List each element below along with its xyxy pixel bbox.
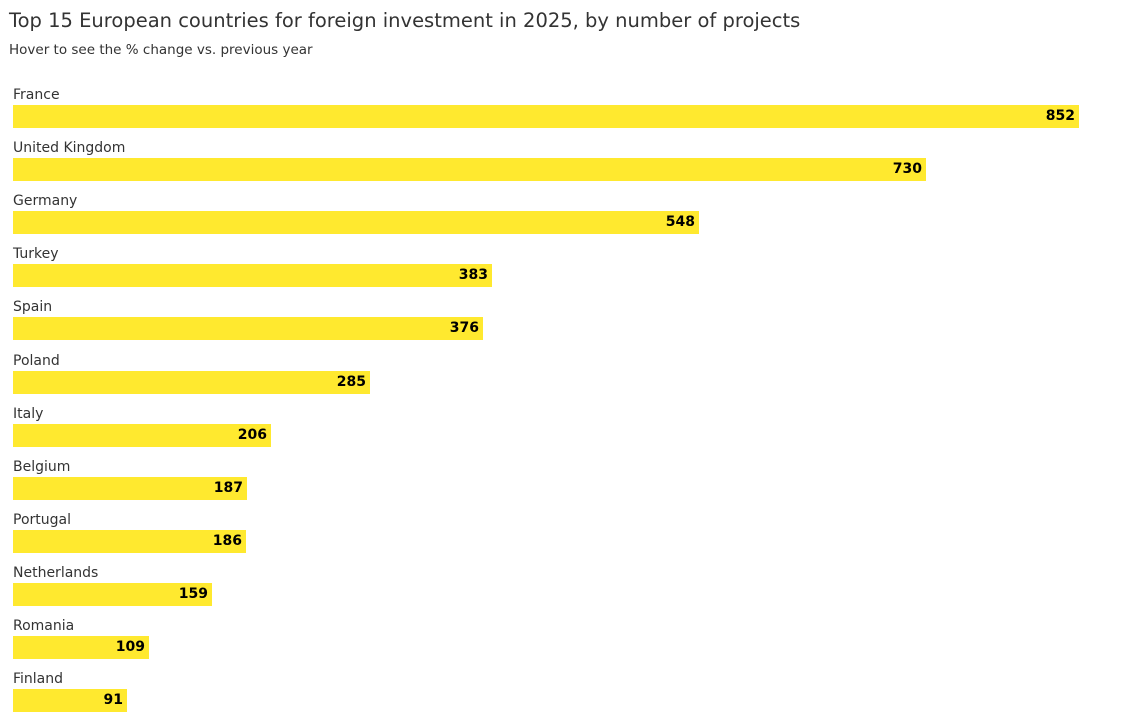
bar[interactable]	[13, 689, 127, 712]
data-label: 109	[115, 639, 145, 655]
data-label: 852	[1045, 108, 1075, 124]
category-label: France	[13, 87, 60, 103]
chart-subtitle: Hover to see the % change vs. previous y…	[9, 42, 313, 58]
category-label: Romania	[13, 618, 75, 634]
data-label: 206	[237, 427, 267, 443]
category-label: Germany	[13, 193, 78, 209]
bar[interactable]	[13, 105, 1079, 128]
category-label: Netherlands	[13, 565, 99, 581]
data-label: 159	[178, 586, 208, 602]
bar[interactable]	[13, 636, 149, 659]
bar[interactable]	[13, 530, 246, 553]
data-label: 730	[892, 161, 922, 177]
data-label: 285	[336, 374, 366, 390]
category-label: Portugal	[13, 512, 71, 528]
bar[interactable]	[13, 424, 271, 447]
category-label: Spain	[13, 299, 53, 315]
bar[interactable]	[13, 583, 212, 606]
category-label: United Kingdom	[13, 140, 126, 156]
data-label: 91	[103, 692, 123, 708]
data-label: 383	[458, 267, 488, 283]
bar[interactable]	[13, 371, 370, 394]
data-label: 376	[449, 320, 479, 336]
data-label: 548	[665, 214, 695, 230]
category-label: Italy	[13, 406, 44, 422]
data-label: 187	[213, 480, 243, 496]
category-label: Belgium	[13, 459, 71, 475]
category-label: Finland	[13, 671, 64, 687]
bar[interactable]	[13, 317, 483, 340]
chart-title: Top 15 European countries for foreign in…	[9, 9, 801, 32]
bar[interactable]	[13, 211, 699, 234]
category-label: Poland	[13, 353, 60, 369]
bar[interactable]	[13, 264, 492, 287]
bar[interactable]	[13, 477, 247, 500]
data-label: 186	[212, 533, 242, 549]
category-label: Turkey	[13, 246, 59, 262]
bar[interactable]	[13, 158, 926, 181]
